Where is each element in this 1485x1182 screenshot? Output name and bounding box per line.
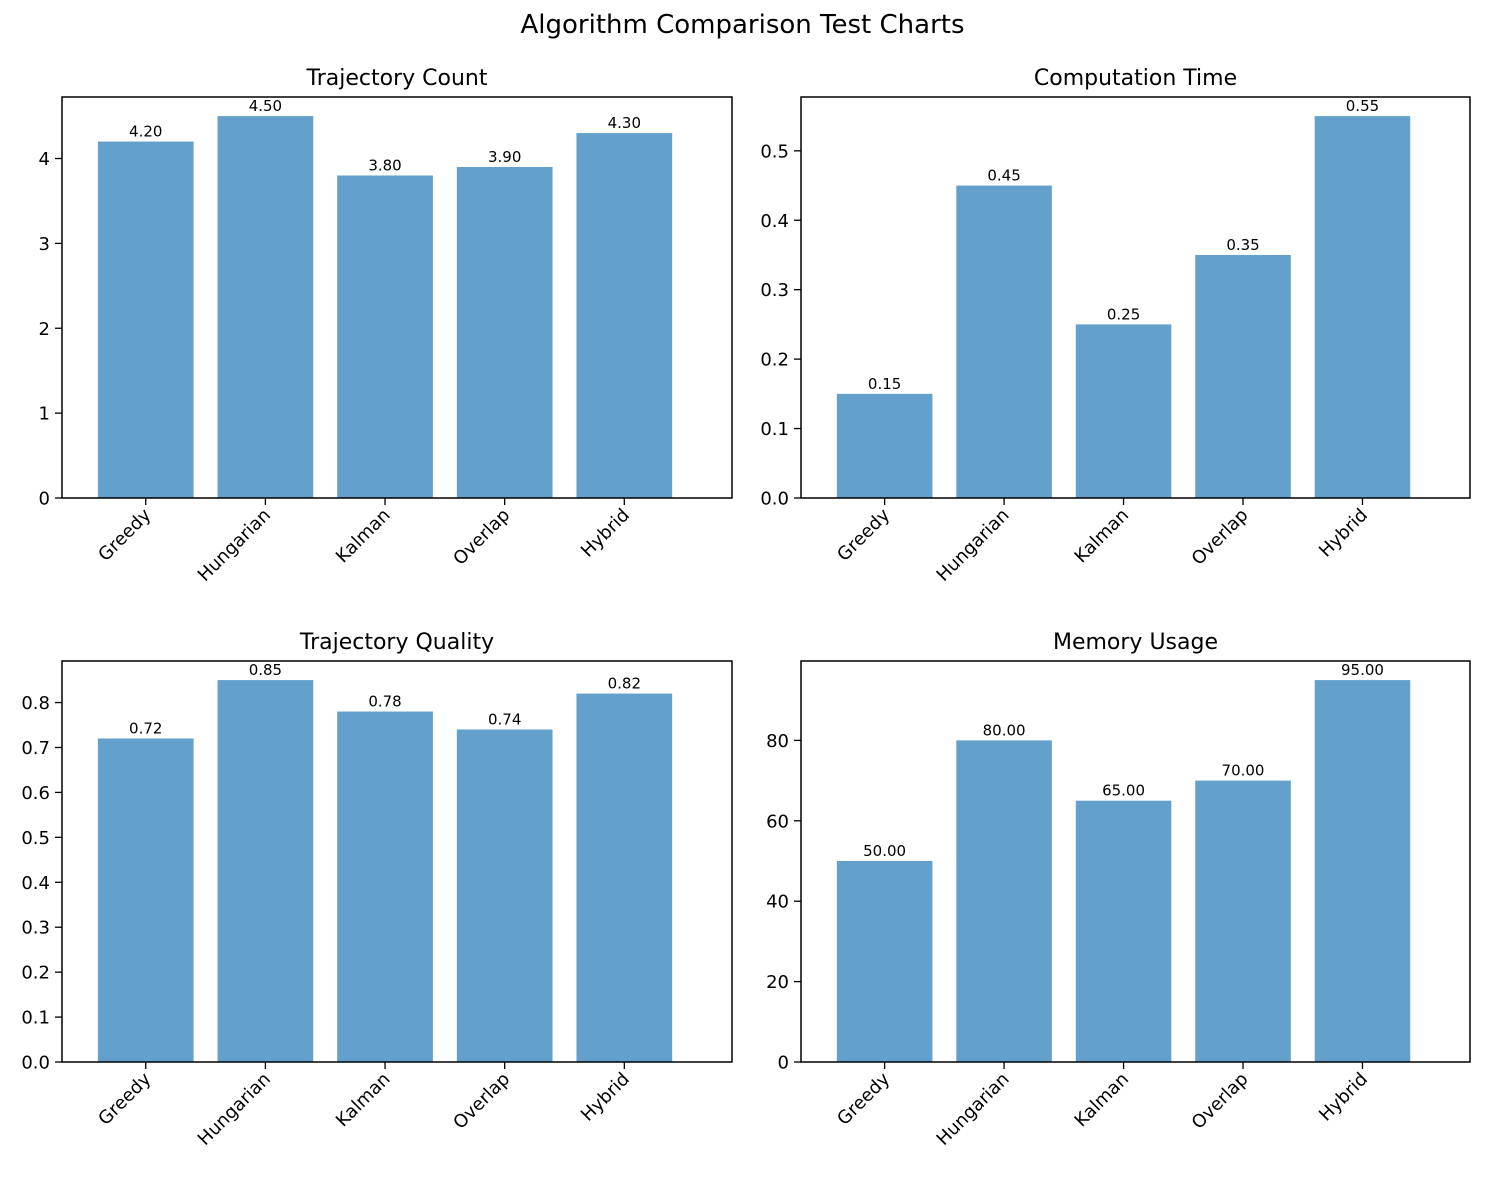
y-tick-label: 0.0 xyxy=(21,1053,50,1074)
y-tick-label: 0.7 xyxy=(21,738,50,759)
chart-title: Trajectory Quality xyxy=(299,630,494,655)
y-tick-label: 0 xyxy=(39,489,50,510)
x-tick-label: Greedy xyxy=(94,1068,155,1129)
x-tick-label: Hungarian xyxy=(933,505,1014,586)
x-tick-label: Hybrid xyxy=(577,505,634,562)
y-tick-label: 0.2 xyxy=(21,963,50,984)
x-tick-label: Greedy xyxy=(833,504,894,565)
y-tick-label: 0.4 xyxy=(760,211,789,232)
x-tick-label: Greedy xyxy=(94,504,155,565)
bar-value-label: 0.82 xyxy=(608,675,641,693)
figure-title: Algorithm Comparison Test Charts xyxy=(520,10,965,40)
bar-value-label: 4.30 xyxy=(608,114,641,132)
y-tick-label: 80 xyxy=(766,731,789,752)
bar-value-label: 0.25 xyxy=(1107,305,1140,323)
bar-overlap xyxy=(1195,780,1291,1062)
bar-greedy xyxy=(836,860,933,1062)
x-tick-label: Hungarian xyxy=(194,1069,275,1150)
axes-frame xyxy=(61,660,733,1063)
chart-panel-4: Memory Usage 50.00 80.00 65.00 70.00 95.00 0 20… xyxy=(766,630,1471,1150)
bar-value-label: 0.35 xyxy=(1226,236,1259,254)
x-tick-label: Kalman xyxy=(332,1069,395,1132)
bar-hybrid xyxy=(576,693,673,1062)
chart-panel-2: Computation Time 0.15 0.45 0.25 0.35 0.55 0.0 0… xyxy=(760,66,1471,586)
x-tick-label: Kalman xyxy=(332,505,395,568)
x-tick-label: Hybrid xyxy=(577,1069,634,1126)
y-tick-label: 0.0 xyxy=(760,489,789,510)
y-tick-label: 0.5 xyxy=(760,141,789,162)
bar-value-label: 80.00 xyxy=(983,721,1026,739)
y-tick-label: 0.6 xyxy=(21,783,50,804)
bar-hybrid xyxy=(1314,680,1411,1062)
bar-greedy xyxy=(836,393,933,498)
bar-greedy xyxy=(97,738,194,1062)
bar-kalman xyxy=(1075,324,1172,498)
y-tick-label: 0.3 xyxy=(21,918,50,939)
bar-value-label: 0.78 xyxy=(368,693,401,711)
y-tick-label: 0.3 xyxy=(760,280,789,301)
bar-value-label: 3.80 xyxy=(368,157,401,175)
chart-panel-1: Trajectory Count 4.20 4.50 3.80 3.90 4.30 0 1 2 3… xyxy=(39,66,733,586)
bar-hungarian xyxy=(217,680,314,1062)
x-tick-label: Hybrid xyxy=(1315,1069,1372,1126)
bar-kalman xyxy=(337,175,433,499)
bar-value-label: 3.90 xyxy=(488,148,521,166)
x-tick-label: Greedy xyxy=(833,1068,894,1129)
bar-hybrid xyxy=(576,133,673,498)
bar-value-label: 50.00 xyxy=(863,842,906,860)
bar-value-label: 0.74 xyxy=(488,711,521,729)
y-tick-label: 60 xyxy=(766,811,789,832)
bar-hybrid xyxy=(1314,116,1411,498)
bar-overlap xyxy=(1195,254,1291,498)
x-tick-label: Hungarian xyxy=(194,505,275,586)
bar-kalman xyxy=(337,711,433,1062)
x-tick-label: Kalman xyxy=(1071,505,1134,568)
y-tick-label: 4 xyxy=(39,149,50,170)
bar-value-label: 0.15 xyxy=(868,375,901,393)
bar-value-label: 65.00 xyxy=(1102,782,1145,800)
chart-panel-3: Trajectory Quality 0.72 0.85 0.78 0.74 0.82 0.… xyxy=(21,630,733,1150)
bar-value-label: 0.85 xyxy=(249,661,282,679)
x-tick-label: Overlap xyxy=(1188,1069,1253,1134)
y-tick-label: 40 xyxy=(766,892,789,913)
y-tick-label: 0.1 xyxy=(760,419,789,440)
y-tick-label: 0.5 xyxy=(21,828,50,849)
bar-overlap xyxy=(456,167,553,498)
bar-value-label: 4.20 xyxy=(129,123,162,141)
y-tick-label: 0.1 xyxy=(21,1008,50,1029)
y-tick-label: 0.4 xyxy=(21,873,50,894)
x-tick-label: Kalman xyxy=(1071,1069,1134,1132)
bar-value-label: 0.55 xyxy=(1346,97,1379,115)
bar-value-label: 0.72 xyxy=(129,720,162,738)
bar-kalman xyxy=(1075,800,1172,1062)
bar-value-label: 4.50 xyxy=(249,97,282,115)
chart-title: Trajectory Count xyxy=(306,66,488,91)
bar-hungarian xyxy=(956,185,1052,498)
bar-value-label: 95.00 xyxy=(1341,661,1384,679)
bar-overlap xyxy=(456,729,553,1062)
x-tick-label: Hybrid xyxy=(1315,505,1372,562)
y-tick-label: 0.2 xyxy=(760,350,789,371)
axes-frame xyxy=(800,660,1471,1063)
x-tick-label: Overlap xyxy=(449,505,514,570)
x-tick-label: Overlap xyxy=(1188,505,1253,570)
axes-frame xyxy=(61,96,733,499)
bar-greedy xyxy=(97,141,194,499)
axes-frame xyxy=(800,96,1471,499)
bar-hungarian xyxy=(956,740,1052,1062)
chart-title: Computation Time xyxy=(1034,66,1237,91)
x-tick-label: Hungarian xyxy=(933,1069,1014,1150)
bar-value-label: 70.00 xyxy=(1222,762,1265,780)
y-tick-label: 0.8 xyxy=(21,693,50,714)
y-tick-label: 1 xyxy=(39,404,50,425)
chart-title: Memory Usage xyxy=(1053,630,1218,655)
x-tick-label: Overlap xyxy=(449,1069,514,1134)
y-tick-label: 20 xyxy=(766,972,789,993)
y-tick-label: 0 xyxy=(778,1053,789,1074)
y-tick-label: 3 xyxy=(39,234,50,255)
y-tick-label: 2 xyxy=(39,319,50,340)
bar-hungarian xyxy=(217,116,314,498)
bar-value-label: 0.45 xyxy=(987,167,1020,185)
